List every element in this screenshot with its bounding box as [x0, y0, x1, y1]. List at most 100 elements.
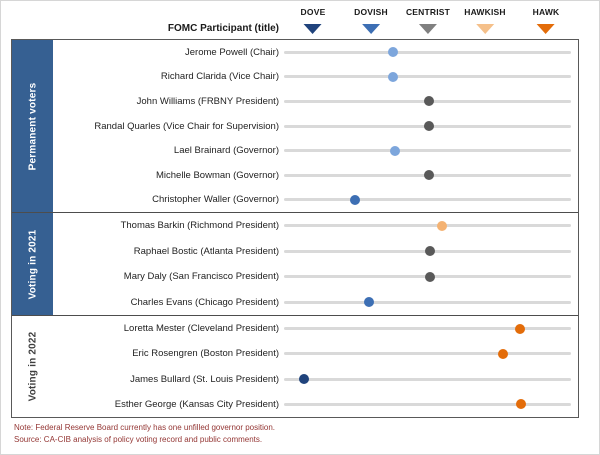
participant-name: Charles Evans (Chicago President): [130, 296, 279, 308]
section-voting-in-2022: Voting in 2022 Loretta Mester (Cleveland …: [12, 315, 578, 417]
legend-label: DOVISH: [354, 7, 388, 17]
spectrum-line: [284, 264, 571, 290]
section-rows: Jerome Powell (Chair) Richard Clarida (Vi…: [53, 40, 578, 212]
participant-row: Michelle Bowman (Governor): [53, 163, 578, 188]
participant-name: Loretta Mester (Cleveland President): [123, 323, 279, 335]
spectrum-line: [284, 341, 571, 366]
legend-label: HAWKISH: [464, 7, 506, 17]
hawkish-triangle-icon: [475, 24, 494, 34]
participant-column-header: FOMC Participant (title): [167, 23, 279, 34]
spectrum-track: [284, 377, 571, 381]
spectrum-track: [284, 149, 571, 153]
stance-dot-icon: [516, 399, 526, 410]
participant-row: James Bullard (St. Louis President): [53, 367, 578, 392]
section-label: Voting in 2022: [27, 331, 39, 402]
legend-item-hawkish: HAWKISH: [464, 7, 506, 34]
source-text: Source: CA-CIB analysis of policy voting…: [14, 434, 263, 444]
section-label: Permanent voters: [27, 82, 38, 170]
spectrum-track: [284, 75, 571, 79]
section-sidebar: Voting in 2021: [12, 213, 53, 315]
participant-row: John Williams (FRBNY President): [53, 89, 578, 114]
spectrum-line: [284, 213, 571, 239]
participant-name: Jerome Powell (Chair): [185, 46, 279, 58]
legend-item-centrist: CENTRIST: [406, 7, 450, 34]
section-voting-in-2021: Voting in 2021 Thomas Barkin (Richmond Pr…: [12, 212, 578, 315]
participant-row: Lael Brainard (Governor): [53, 138, 578, 163]
participant-row: Richard Clarida (Vice Chair): [53, 65, 578, 90]
spectrum-track: [284, 327, 571, 331]
footer: Note: Federal Reserve Board currently ha…: [14, 422, 275, 445]
stance-dot-icon: [424, 170, 434, 181]
participant-name: Lael Brainard (Governor): [173, 145, 279, 157]
legend-item-hawk: HAWK: [533, 7, 560, 34]
participant-row: Thomas Barkin (Richmond President): [53, 213, 578, 239]
centrist-triangle-icon: [418, 24, 437, 34]
spectrum-line: [284, 40, 571, 65]
spectrum-track: [284, 224, 571, 228]
stance-dot-icon: [424, 96, 434, 107]
stance-dot-icon: [388, 71, 398, 82]
participant-name: Richard Clarida (Vice Chair): [160, 71, 279, 83]
spectrum-line: [284, 392, 571, 417]
note-text: Note: Federal Reserve Board currently ha…: [14, 423, 276, 432]
legend-label: DOVE: [300, 7, 326, 17]
participant-row: Christopher Waller (Governor): [53, 187, 578, 212]
stance-dot-icon: [299, 374, 309, 385]
participant-name: Raphael Bostic (Atlanta President): [133, 245, 279, 257]
spectrum-line: [284, 316, 571, 341]
participant-name: Eric Rosengren (Boston President): [132, 348, 279, 360]
stance-dot-icon: [425, 246, 435, 257]
spectrum-line: [284, 138, 571, 163]
spectrum-track: [284, 50, 571, 54]
legend-label: CENTRIST: [405, 7, 451, 17]
participant-name: Michelle Bowman (Governor): [155, 169, 279, 181]
stance-dot-icon: [437, 220, 447, 231]
spectrum-track: [284, 352, 571, 356]
participant-name: Thomas Barkin (Richmond President): [120, 220, 279, 232]
participant-row: Mary Daly (San Francisco President): [53, 264, 578, 290]
legend-label: HAWK: [532, 7, 560, 17]
hawk-triangle-icon: [537, 24, 555, 34]
legend-item-dovish: DOVISH: [354, 7, 388, 34]
spectrum-line: [284, 367, 571, 392]
stance-dot-icon: [390, 145, 400, 156]
stance-dot-icon: [388, 47, 398, 58]
section-permanent-voters: Permanent voters Jerome Powell (Chair) Ric…: [12, 40, 578, 212]
participant-row: Charles Evans (Chicago President): [53, 290, 578, 316]
participant-name: John Williams (FRBNY President): [136, 95, 279, 107]
legend-item-dove: DOVE: [301, 7, 326, 34]
participant-name: James Bullard (St. Louis President): [130, 373, 279, 385]
participant-row: Loretta Mester (Cleveland President): [53, 316, 578, 341]
section-label: Voting in 2021: [27, 229, 39, 299]
dove-triangle-icon: [303, 24, 322, 34]
participant-row: Eric Rosengren (Boston President): [53, 341, 578, 366]
spectrum-track: [284, 300, 571, 304]
participant-name: Esther George (Kansas City President): [114, 398, 279, 410]
stance-dot-icon: [424, 121, 434, 132]
spectrum-line: [284, 163, 571, 188]
section-rows: Thomas Barkin (Richmond President) Raphae…: [53, 213, 578, 315]
section-sidebar: Voting in 2022: [12, 316, 53, 417]
spectrum-line: [284, 187, 571, 212]
participant-name: Randal Quarles (Vice Chair for Supervisi…: [94, 120, 279, 132]
section-sidebar: Permanent voters: [12, 40, 53, 212]
stance-dot-icon: [498, 348, 508, 359]
spectrum-line: [284, 65, 571, 90]
spectrum-line: [284, 239, 571, 265]
participant-row: Raphael Bostic (Atlanta President): [53, 239, 578, 265]
stance-dot-icon: [515, 323, 525, 334]
stance-dot-icon: [350, 194, 360, 205]
dovish-triangle-icon: [361, 24, 380, 34]
stance-dot-icon: [364, 297, 374, 308]
chart-table: Permanent voters Jerome Powell (Chair) Ric…: [11, 39, 579, 418]
spectrum-line: [284, 114, 571, 139]
spectrum-track: [284, 402, 571, 406]
spectrum-track: [284, 198, 571, 202]
participant-row: Randal Quarles (Vice Chair for Supervisi…: [53, 114, 578, 139]
spectrum-line: [284, 89, 571, 114]
participant-name: Mary Daly (San Francisco President): [123, 271, 279, 283]
participant-row: Esther George (Kansas City President): [53, 392, 578, 417]
participant-row: Jerome Powell (Chair): [53, 40, 578, 65]
participant-name: Christopher Waller (Governor): [152, 194, 279, 206]
